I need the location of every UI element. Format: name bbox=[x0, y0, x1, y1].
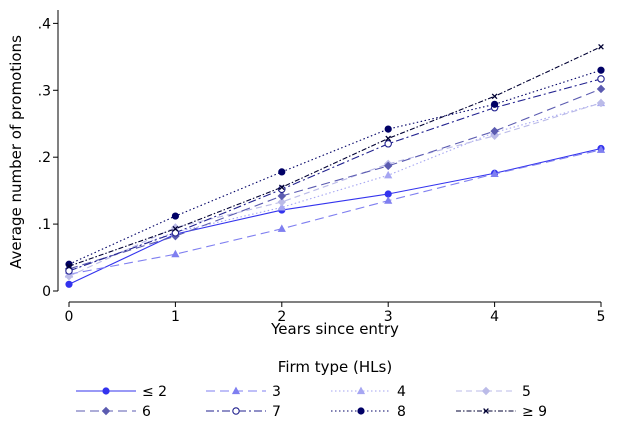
legend-item: 4 bbox=[331, 384, 406, 400]
legend-swatch-marker bbox=[481, 386, 491, 396]
legend-label: 4 bbox=[397, 384, 406, 400]
data-point bbox=[596, 145, 606, 153]
legend-item: ≤ 2 bbox=[76, 384, 167, 400]
y-axis-label: Average number of promotions bbox=[7, 35, 25, 269]
series-line bbox=[68, 88, 602, 270]
marker-stroke bbox=[66, 263, 72, 270]
data-point bbox=[596, 84, 606, 94]
data-point bbox=[278, 168, 286, 176]
legend-swatch-marker bbox=[232, 407, 240, 415]
data-point bbox=[384, 190, 392, 198]
x-tick-label: 2 bbox=[277, 309, 286, 325]
legend-swatch-marker bbox=[231, 386, 241, 395]
marker-stroke bbox=[172, 225, 179, 232]
y-tick-label: 0 bbox=[42, 284, 51, 300]
data-point bbox=[596, 98, 606, 108]
data-point bbox=[384, 196, 393, 204]
y-tick-label: .3 bbox=[38, 83, 51, 99]
series-line bbox=[68, 102, 602, 272]
legend-item: 6 bbox=[76, 404, 151, 420]
y-tick-label: .1 bbox=[38, 217, 51, 233]
series-1 bbox=[65, 144, 605, 288]
chart-axes: 0 .1 .2 .3 .4 0 1 2 3 4 5 bbox=[38, 10, 606, 325]
series-line bbox=[68, 102, 602, 277]
chart-series bbox=[64, 43, 606, 288]
legend-swatch-marker bbox=[101, 406, 111, 416]
y-tick-label: .4 bbox=[38, 16, 51, 32]
data-point bbox=[490, 126, 499, 136]
data-point bbox=[383, 161, 393, 171]
data-point bbox=[385, 135, 392, 142]
data-point bbox=[277, 224, 286, 232]
legend-label: 8 bbox=[397, 404, 406, 420]
legend-swatch-marker bbox=[356, 386, 366, 395]
x-tick-label: 5 bbox=[597, 309, 606, 325]
legend-swatch-marker bbox=[357, 407, 365, 415]
legend-swatch-marker bbox=[483, 408, 489, 414]
data-point bbox=[490, 131, 499, 141]
x-axis-label: Years since entry bbox=[270, 320, 399, 338]
legend-item: 3 bbox=[206, 384, 281, 400]
data-point bbox=[277, 191, 287, 201]
x-tick-label: 4 bbox=[490, 309, 499, 325]
marker-stroke bbox=[483, 408, 489, 414]
data-point bbox=[277, 197, 287, 207]
x-tick-label: 0 bbox=[65, 309, 74, 325]
data-point bbox=[171, 249, 180, 258]
legend-item: 8 bbox=[331, 404, 406, 420]
x-tick-label: 3 bbox=[384, 309, 393, 325]
legend-title: Firm type (HLs) bbox=[278, 358, 392, 376]
series-line bbox=[68, 149, 602, 275]
data-point bbox=[66, 263, 72, 270]
series-line bbox=[68, 78, 602, 272]
legend-label: 3 bbox=[272, 384, 281, 400]
data-point bbox=[490, 169, 499, 178]
series-4 bbox=[64, 98, 606, 281]
legend-label: 5 bbox=[522, 384, 531, 400]
data-point bbox=[384, 170, 393, 179]
x-tick-label: 1 bbox=[171, 309, 180, 325]
series-line bbox=[68, 46, 602, 267]
marker-stroke bbox=[598, 43, 604, 50]
legend-label: 7 bbox=[272, 404, 281, 420]
data-point bbox=[64, 272, 74, 281]
data-point bbox=[597, 75, 605, 83]
data-point bbox=[491, 93, 498, 100]
legend-swatch-marker bbox=[102, 387, 110, 395]
legend-label: 6 bbox=[142, 404, 151, 420]
series-6 bbox=[65, 75, 605, 275]
series-8 bbox=[66, 43, 604, 270]
data-point bbox=[598, 43, 604, 50]
marker-stroke bbox=[278, 184, 285, 191]
data-point bbox=[490, 100, 499, 108]
data-point bbox=[172, 225, 179, 232]
legend-item: 7 bbox=[206, 404, 281, 420]
data-point bbox=[384, 125, 392, 133]
legend-label: ≥ 9 bbox=[522, 404, 547, 420]
data-point bbox=[277, 202, 286, 211]
data-point bbox=[65, 280, 73, 288]
series-2 bbox=[64, 145, 606, 278]
series-line bbox=[68, 147, 602, 285]
series-5 bbox=[64, 84, 606, 274]
data-point bbox=[384, 140, 392, 148]
series-line bbox=[68, 69, 602, 265]
series-7 bbox=[65, 66, 605, 268]
marker-stroke bbox=[491, 93, 498, 100]
legend: ≤ 2 3 4 5 6 7 8 ≥ 9 bbox=[76, 384, 547, 420]
marker-stroke bbox=[385, 135, 392, 142]
data-point bbox=[597, 66, 605, 74]
y-tick-label: .2 bbox=[38, 150, 51, 166]
legend-label: ≤ 2 bbox=[142, 384, 167, 400]
legend-item: 5 bbox=[456, 384, 531, 400]
legend-item: ≥ 9 bbox=[456, 404, 547, 420]
data-point bbox=[171, 212, 179, 220]
data-point bbox=[278, 184, 285, 191]
